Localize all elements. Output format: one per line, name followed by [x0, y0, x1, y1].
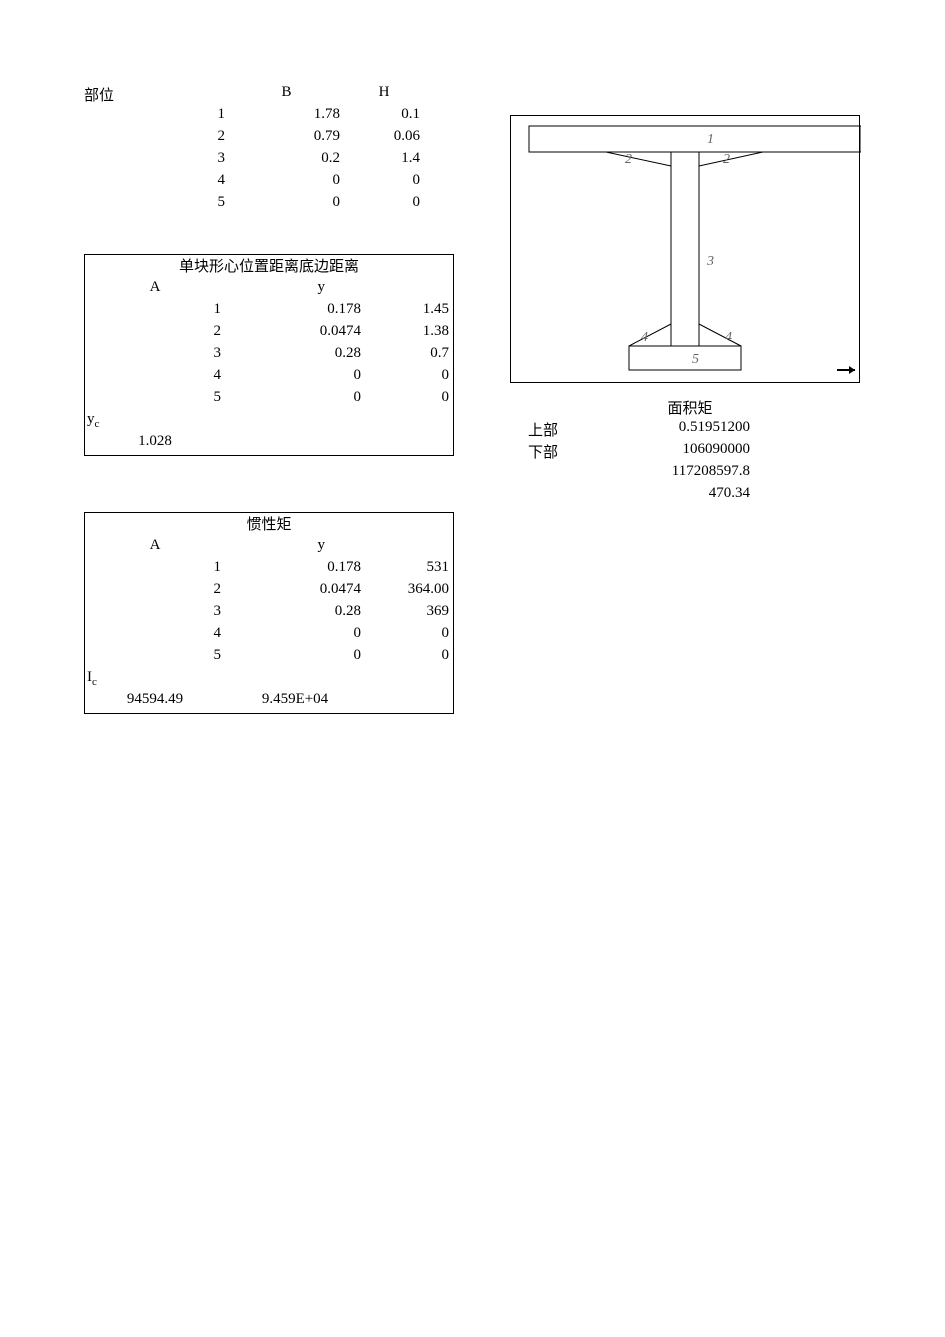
val-y: 1.45	[365, 301, 453, 323]
val-y: 0.7	[365, 345, 453, 367]
diagram-label: 2	[625, 152, 632, 168]
area-moment-title: 面积矩	[510, 397, 870, 419]
val-a: 0.0474	[225, 323, 365, 345]
val-y: 0	[365, 389, 453, 411]
col-b: B	[229, 84, 344, 106]
idx: 3	[85, 345, 225, 367]
table-row: 30.280.7	[85, 345, 453, 367]
val-y: 364.00	[365, 581, 453, 603]
val-a: 0	[225, 367, 365, 389]
val-a: 0.178	[225, 301, 365, 323]
val-b: 0	[229, 194, 344, 216]
table-row: 10.178531	[85, 559, 453, 581]
diagram-label: 5	[692, 352, 699, 368]
area-moment-row: 下部106090000	[510, 441, 870, 463]
val-h: 0.06	[344, 128, 424, 150]
val-a: 0.0474	[225, 581, 365, 603]
val-h: 1.4	[344, 150, 424, 172]
idx: 2	[85, 581, 225, 603]
idx: 2	[85, 323, 225, 345]
idx: 3	[84, 150, 229, 172]
val-y: 369	[365, 603, 453, 625]
idx: 4	[85, 367, 225, 389]
idx: 5	[85, 389, 225, 411]
diagram-label: 2	[723, 152, 730, 168]
val-a: 0.178	[225, 559, 365, 581]
label: 下部	[510, 441, 580, 463]
val-a: 0.28	[225, 345, 365, 367]
value: 117208597.8	[580, 463, 810, 485]
table-row: 10.1781.45	[85, 301, 453, 323]
area-moment-block: 面积矩 上部0.51951200下部106090000117208597.847…	[510, 397, 870, 507]
value: 106090000	[580, 441, 810, 463]
cross-section-diagram: 1223445	[510, 115, 860, 383]
ic-label: Ic	[85, 669, 115, 691]
val-y: 0	[365, 367, 453, 389]
diagram-label: 1	[707, 132, 714, 148]
yc-label: yc	[85, 411, 115, 433]
col-y: y	[225, 279, 365, 301]
val-a: 0	[225, 625, 365, 647]
ic-value-2: 9.459E+04	[225, 691, 365, 713]
table-row: 30.28369	[85, 603, 453, 625]
val-a: 0	[225, 389, 365, 411]
idx: 2	[84, 128, 229, 150]
area-moment-row: 117208597.8	[510, 463, 870, 485]
diagram-label: 3	[707, 254, 714, 270]
val-b: 0.79	[229, 128, 344, 150]
idx: 1	[84, 106, 229, 128]
val-a: 0.28	[225, 603, 365, 625]
idx: 4	[84, 172, 229, 194]
val-h: 0	[344, 172, 424, 194]
table-row: 400	[85, 625, 453, 647]
table-row: 20.790.06	[84, 128, 454, 150]
val-b: 0	[229, 172, 344, 194]
val-b: 1.78	[229, 106, 344, 128]
col-a: A	[85, 537, 225, 559]
val-h: 0	[344, 194, 424, 216]
col-h: H	[344, 84, 424, 106]
ic-value-1: 94594.49	[85, 691, 225, 713]
inertia-table: 惯性矩 A y 10.17853120.0474364.0030.2836940…	[84, 512, 454, 714]
diagram-label: 4	[641, 330, 648, 346]
idx: 3	[85, 603, 225, 625]
idx: 5	[84, 194, 229, 216]
inertia-title: 惯性矩	[85, 513, 453, 537]
table-row: 500	[85, 647, 453, 669]
label	[510, 485, 580, 507]
val-h: 0.1	[344, 106, 424, 128]
val-y: 0	[365, 647, 453, 669]
idx: 1	[85, 559, 225, 581]
table-row: 400	[85, 367, 453, 389]
val-b: 0.2	[229, 150, 344, 172]
table-row: 11.780.1	[84, 106, 454, 128]
label: 上部	[510, 419, 580, 441]
centroid-table: 单块形心位置距离底边距离 A y 10.1781.4520.04741.3830…	[84, 254, 454, 456]
col-a: A	[85, 279, 225, 301]
area-moment-row: 上部0.51951200	[510, 419, 870, 441]
idx: 4	[85, 625, 225, 647]
table-row: 500	[84, 194, 454, 216]
table-row: 30.21.4	[84, 150, 454, 172]
diagram-label: 4	[725, 330, 732, 346]
area-moment-row: 470.34	[510, 485, 870, 507]
val-a: 0	[225, 647, 365, 669]
idx: 5	[85, 647, 225, 669]
label	[510, 463, 580, 485]
idx: 1	[85, 301, 225, 323]
value: 0.51951200	[580, 419, 810, 441]
val-y: 1.38	[365, 323, 453, 345]
value: 470.34	[580, 485, 810, 507]
col-y: y	[225, 537, 365, 559]
table-row: 500	[85, 389, 453, 411]
table-row: 20.04741.38	[85, 323, 453, 345]
col-part: 部位	[84, 84, 229, 106]
val-y: 0	[365, 625, 453, 647]
table-row: 20.0474364.00	[85, 581, 453, 603]
dimensions-table: 部位 B H 11.780.120.790.0630.21.4400500	[84, 84, 454, 216]
table-row: 400	[84, 172, 454, 194]
centroid-title: 单块形心位置距离底边距离	[85, 255, 453, 279]
yc-value: 1.028	[85, 433, 225, 455]
val-y: 531	[365, 559, 453, 581]
